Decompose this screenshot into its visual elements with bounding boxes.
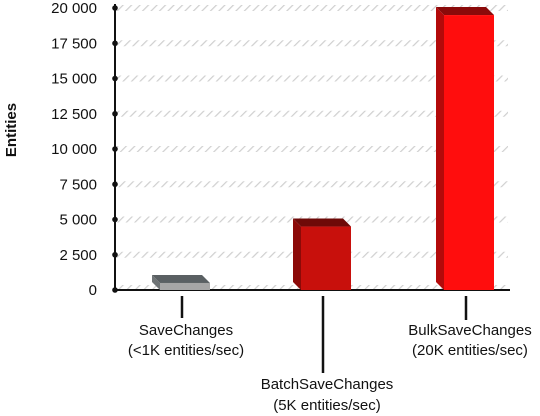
y-tick-label: 0 xyxy=(89,282,97,299)
bar-side xyxy=(436,7,444,291)
gridline xyxy=(115,146,508,152)
gridline xyxy=(115,181,508,188)
y-tick-label: 2 500 xyxy=(59,247,97,264)
y-tick-mark xyxy=(112,181,118,188)
y-tick-mark xyxy=(112,251,118,258)
y-tick-mark xyxy=(112,110,118,117)
bars xyxy=(152,7,494,291)
y-tick-mark xyxy=(112,5,118,11)
x-category-label: (5K entities/sec) xyxy=(273,397,381,414)
y-tick-label: 15 000 xyxy=(51,71,97,88)
bar-top xyxy=(293,218,351,227)
gridline xyxy=(115,5,508,11)
x-category-label: SaveChanges xyxy=(139,322,233,339)
y-tick-mark xyxy=(112,287,118,293)
bar xyxy=(293,218,351,290)
x-category-label: BatchSaveChanges xyxy=(261,376,394,393)
y-tick-mark xyxy=(112,40,118,47)
y-tick-mark xyxy=(112,146,118,152)
x-category-label: (<1K entities/sec) xyxy=(128,342,244,359)
labels: 0 2 500 5 000 7 500 10 000 12 500 15 000 17 500… xyxy=(51,0,532,414)
bar-front xyxy=(444,15,494,291)
y-tick-mark xyxy=(112,216,118,223)
y-tick-label: 7 500 xyxy=(59,176,97,193)
gridline xyxy=(115,40,508,47)
bar xyxy=(152,274,210,290)
bar-top xyxy=(152,274,210,283)
y-tick-label: 5 000 xyxy=(59,212,97,229)
y-tick-label: 10 000 xyxy=(51,141,97,158)
bar xyxy=(436,7,494,291)
x-category-label: (20K entities/sec) xyxy=(412,342,528,359)
y-axis-title: Entities xyxy=(3,103,20,157)
gridline xyxy=(115,110,508,117)
gridline xyxy=(115,75,508,82)
y-tick-mark xyxy=(112,75,118,82)
y-tick-label: 20 000 xyxy=(51,0,97,17)
bar-front xyxy=(301,226,351,290)
bar-side xyxy=(293,218,301,290)
y-tick-label: 17 500 xyxy=(51,35,97,52)
bar-front xyxy=(160,282,210,290)
bar-top xyxy=(436,7,494,16)
x-category-label: BulkSaveChanges xyxy=(408,322,531,339)
y-tick-label: 12 500 xyxy=(51,106,97,123)
bar-side xyxy=(152,274,160,290)
